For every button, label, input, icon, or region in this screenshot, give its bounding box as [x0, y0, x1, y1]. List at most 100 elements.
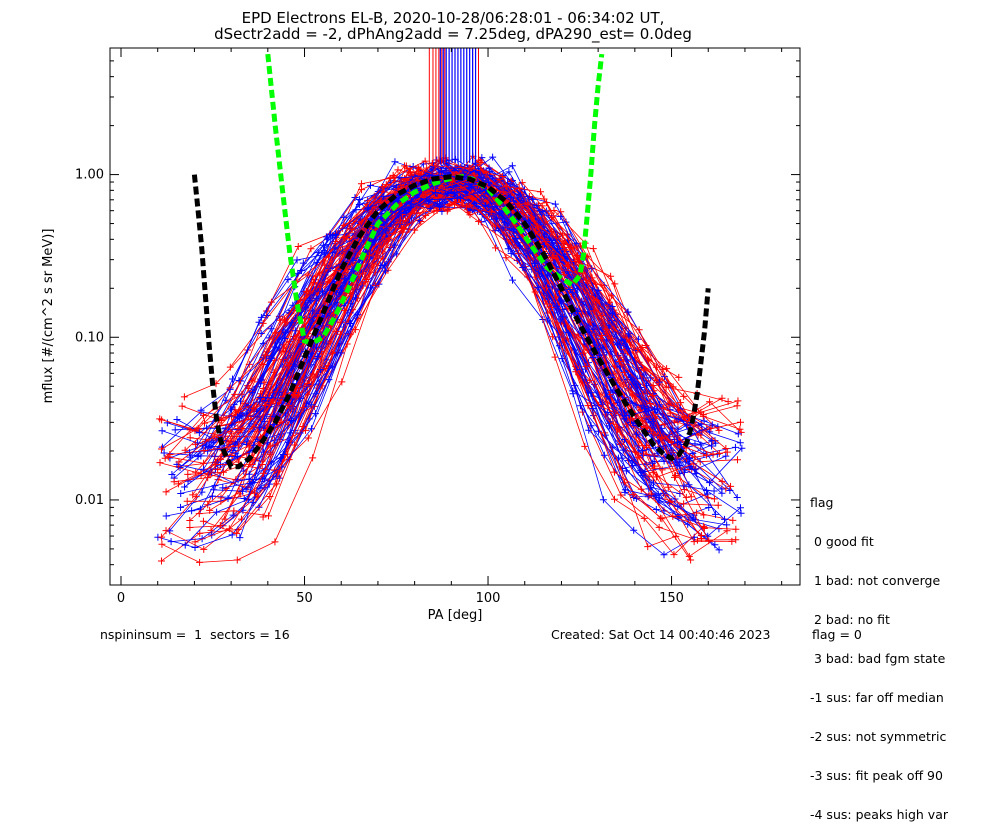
- trace-marker: [670, 402, 678, 410]
- trace-marker: [660, 551, 668, 559]
- trace-marker: [644, 543, 652, 551]
- trace-marker: [611, 280, 619, 288]
- trace-marker: [538, 264, 546, 272]
- trace-marker: [568, 243, 576, 251]
- trace-marker: [622, 467, 630, 475]
- trace-marker: [231, 444, 239, 452]
- trace-marker: [219, 484, 227, 492]
- trace-marker: [510, 226, 518, 234]
- trace-marker: [281, 318, 289, 326]
- trace-marker: [560, 271, 568, 279]
- trace-marker: [225, 525, 233, 533]
- trace-marker: [652, 491, 660, 499]
- footer-flag: flag = 0: [812, 627, 862, 642]
- trace-marker: [705, 537, 713, 545]
- trace-marker: [208, 492, 216, 500]
- trace-marker: [732, 536, 740, 544]
- trace-marker: [686, 455, 694, 463]
- trace-marker: [293, 256, 301, 264]
- trace-marker: [255, 423, 263, 431]
- trace-marker: [658, 466, 666, 474]
- trace-marker: [173, 415, 181, 423]
- trace-marker: [721, 515, 729, 523]
- trace-marker: [386, 174, 394, 182]
- trace-marker: [279, 451, 287, 459]
- trace-marker: [432, 162, 440, 170]
- trace-marker: [475, 217, 483, 225]
- trace-marker: [166, 451, 174, 459]
- trace-marker: [680, 392, 688, 400]
- trace-marker: [594, 344, 602, 352]
- trace-marker: [607, 386, 615, 394]
- trace-marker: [548, 303, 556, 311]
- pitch-angle-trace: [262, 159, 729, 402]
- trace-marker: [156, 415, 164, 423]
- trace-marker: [158, 445, 166, 453]
- trace-marker: [529, 195, 537, 203]
- y-tick-label: 0.10: [75, 330, 104, 345]
- trace-group: [154, 152, 746, 566]
- trace-marker: [700, 417, 708, 425]
- x-tick-label: 150: [659, 591, 684, 606]
- trace-marker: [200, 447, 208, 455]
- trace-marker: [453, 194, 461, 202]
- trace-marker: [328, 363, 336, 371]
- pitch-angle-trace: [259, 170, 715, 492]
- pitch-angle-trace: [161, 155, 681, 538]
- trace-marker: [708, 437, 716, 445]
- trace-marker: [519, 264, 527, 272]
- trace-marker: [487, 208, 495, 216]
- trace-marker: [191, 538, 199, 546]
- trace-marker: [261, 401, 269, 409]
- trace-marker: [462, 189, 470, 197]
- trace-marker: [715, 426, 723, 434]
- trace-marker: [415, 165, 423, 173]
- flag-legend-item: -4 sus: peaks high var: [810, 807, 949, 822]
- trace-marker: [594, 286, 602, 294]
- trace-marker: [331, 244, 339, 252]
- trace-marker: [313, 258, 321, 266]
- trace-marker: [226, 363, 234, 371]
- trace-marker: [652, 506, 660, 514]
- trace-marker: [648, 459, 656, 467]
- trace-marker: [198, 535, 206, 543]
- trace-marker: [414, 176, 422, 184]
- trace-marker: [543, 300, 551, 308]
- trace-marker: [569, 387, 577, 395]
- y-axis-label: mflux [#/(cm^2 s sr MeV)]: [41, 229, 56, 404]
- trace-marker: [674, 425, 682, 433]
- trace-marker: [434, 194, 442, 202]
- trace-marker: [227, 437, 235, 445]
- trace-marker: [734, 430, 742, 438]
- footer-spin-info: nspininsum = 1 sectors = 16: [100, 627, 290, 642]
- trace-marker: [250, 441, 258, 449]
- trace-marker: [710, 487, 718, 495]
- trace-marker: [578, 298, 586, 306]
- trace-marker: [537, 188, 545, 196]
- trace-marker: [288, 319, 296, 327]
- trace-marker: [234, 424, 242, 432]
- trace-marker: [168, 470, 176, 478]
- trace-marker: [287, 416, 295, 424]
- trace-marker: [629, 491, 637, 499]
- trace-marker: [234, 453, 242, 461]
- chart: EPD Electrons EL-B, 2020-10-28/06:28:01 …: [41, 9, 801, 623]
- trace-marker: [731, 443, 739, 451]
- trace-marker: [181, 483, 189, 491]
- trace-marker: [399, 228, 407, 236]
- trace-marker: [698, 534, 706, 542]
- trace-marker: [161, 454, 169, 462]
- trace-marker: [635, 442, 643, 450]
- trace-marker: [213, 508, 221, 516]
- trace-marker: [656, 494, 664, 502]
- trace-marker: [295, 336, 303, 344]
- trace-marker: [553, 302, 561, 310]
- trace-marker: [426, 205, 434, 213]
- trace-marker: [485, 164, 493, 172]
- trace-marker: [195, 510, 203, 518]
- trace-marker: [184, 470, 192, 478]
- trace-marker: [714, 501, 722, 509]
- trace-marker: [680, 486, 688, 494]
- trace-marker: [723, 527, 731, 535]
- trace-marker: [407, 197, 415, 205]
